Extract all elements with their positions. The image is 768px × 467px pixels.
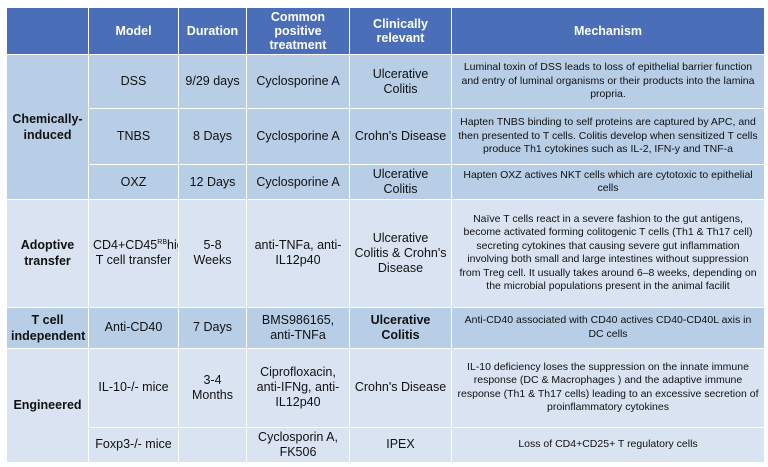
cell-treatment: BMS986165, anti-TNFa: [246, 306, 350, 349]
cell-treatment: Cyclosporine A: [246, 53, 350, 110]
cell-clinical: Crohn's Disease: [349, 347, 452, 428]
cell-duration: 8 Days: [178, 108, 247, 166]
table-row: Engineered IL-10-/- mice 3-4 Months Cipr…: [6, 347, 765, 464]
header-clinical: Clinically relevant: [349, 7, 452, 55]
cell-clinical: IPEX: [349, 426, 452, 464]
cell-clinical: Ulcerative Colitis & Crohn's Disease: [349, 199, 452, 308]
cell-mechanism: Naïve T cells react in a severe fashion …: [451, 199, 765, 308]
table-row: T cell independent Anti-CD40 7 Days BMS9…: [6, 306, 765, 349]
ibd-models-table-container: Model Duration Common positive treatment…: [6, 7, 765, 464]
header-group: [6, 7, 89, 55]
cell-clinical: Ulcerative Colitis: [349, 306, 452, 349]
cell-mechanism: Anti-CD40 associated with CD40 actives C…: [451, 306, 765, 349]
header-model: Model: [88, 7, 179, 55]
group-chemically-induced: Chemically-induced: [6, 53, 89, 201]
cell-mechanism: Luminal toxin of DSS leads to loss of ep…: [451, 53, 765, 110]
model-superscript: RB: [157, 239, 167, 247]
header-duration: Duration: [178, 7, 247, 55]
group-adoptive-transfer: Adoptive transfer: [6, 199, 89, 308]
cell-duration: 7 Days: [178, 306, 247, 349]
cell-treatment: anti-TNFa, anti-IL12p40: [246, 199, 350, 308]
cell-model: Foxp3-/- mice: [88, 426, 179, 464]
cell-duration: 12 Days: [178, 164, 247, 201]
table-row: TNBS 8 Days Cyclosporine A Crohn's Disea…: [7, 108, 765, 166]
table-row: Chemically-induced DSS 9/29 days Cyclosp…: [6, 53, 765, 201]
cell-model: IL-10-/- mice: [88, 347, 179, 428]
cell-clinical: Ulcerative Colitis: [349, 53, 452, 110]
cell-model: OXZ: [88, 164, 179, 201]
group-engineered: Engineered: [6, 347, 89, 464]
cell-duration: 9/29 days: [178, 53, 247, 110]
model-prefix: CD4+CD45: [93, 238, 158, 253]
cell-mechanism: Loss of CD4+CD25+ T regulatory cells: [451, 426, 765, 464]
header-row: Model Duration Common positive treatment…: [6, 7, 765, 55]
cell-duration: 5-8 Weeks: [178, 199, 247, 308]
cell-treatment: Ciprofloxacin, anti-IFNg, anti-IL12p40: [246, 347, 350, 428]
cell-treatment: Cyclosporine A: [246, 108, 350, 166]
cell-treatment: Cyclosporin A, FK506: [246, 426, 350, 464]
cell-clinical: Crohn's Disease: [349, 108, 452, 166]
cell-model: TNBS: [88, 108, 179, 166]
table-row: Foxp3-/- mice Cyclosporin A, FK506 IPEX …: [7, 426, 765, 464]
cell-model: CD4+CD45RBhigh T cell transfer: [88, 199, 179, 308]
cell-treatment: Cyclosporine A: [246, 164, 350, 201]
cell-clinical: Ulcerative Colitis: [349, 164, 452, 201]
group-t-cell-independent: T cell independent: [6, 306, 89, 349]
table-row: OXZ 12 Days Cyclosporine A Ulcerative Co…: [7, 164, 765, 201]
cell-duration: 3-4 Months: [178, 347, 247, 428]
cell-mechanism: IL-10 deficiency loses the suppression o…: [451, 347, 765, 428]
ibd-models-table: Model Duration Common positive treatment…: [6, 7, 765, 464]
cell-model: DSS: [88, 53, 179, 110]
model-suffix: high T cell transfer: [95, 238, 178, 268]
cell-mechanism: Hapten OXZ actives NKT cells which are c…: [451, 164, 765, 201]
header-treatment: Common positive treatment: [246, 7, 350, 55]
table-row: Adoptive transfer CD4+CD45RBhigh T cell …: [6, 199, 765, 308]
header-mechanism: Mechanism: [451, 7, 765, 55]
cell-model: Anti-CD40: [88, 306, 179, 349]
cell-duration: [178, 426, 247, 464]
cell-mechanism: Hapten TNBS binding to self proteins are…: [451, 108, 765, 166]
